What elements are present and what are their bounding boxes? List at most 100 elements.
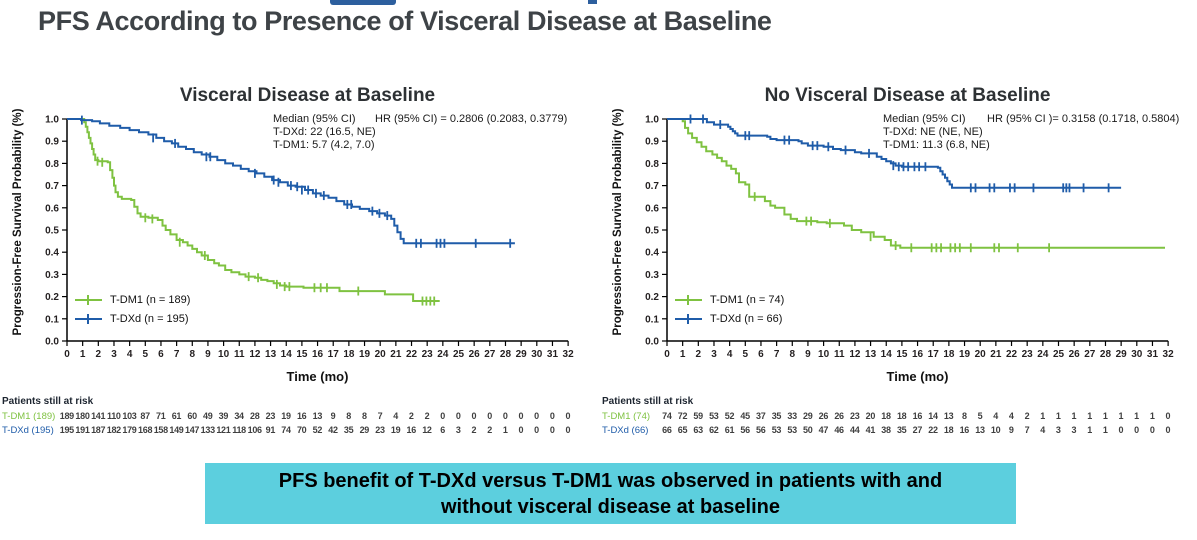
x-axis-label: Time (mo) [286, 369, 349, 384]
at-risk-count: 87 [140, 411, 150, 421]
at-risk-count: 91 [265, 425, 276, 435]
at-risk-count: 1 [1087, 425, 1092, 435]
y-tick-label: 0.4 [645, 248, 659, 259]
x-tick-label: 32 [563, 349, 575, 360]
at-risk-count: 8 [361, 411, 367, 421]
at-risk-count: 52 [724, 411, 735, 421]
median-annotation: Median (95% CI) T-DXd: 22 (16.5, NE) T-D… [273, 113, 376, 152]
x-tick-label: 15 [896, 349, 908, 360]
at-risk-count: 26 [818, 411, 829, 421]
x-tick-label: 7 [174, 349, 180, 360]
at-risk-count: 0 [534, 425, 539, 435]
x-tick-label: 6 [758, 349, 764, 360]
x-tick-label: 9 [205, 349, 211, 360]
tdm1-line-swatch [675, 294, 702, 305]
at-risk-table: Patients still at risk T-DM1 (189) 189 18… [2, 396, 597, 439]
at-risk-count: 1 [1134, 411, 1139, 421]
at-risk-count: 41 [865, 425, 876, 435]
at-risk-count: 46 [834, 425, 844, 435]
at-risk-count: 26 [834, 411, 844, 421]
at-risk-count: 121 [216, 425, 231, 435]
km-curve-t-dxd [667, 118, 1122, 189]
km-plot: 1.00.90.80.70.60.50.40.30.20.10.00 1 2 3 4 5 6… [645, 114, 1174, 360]
x-tick-label: 25 [1053, 349, 1065, 360]
at-risk-count: 14 [928, 411, 938, 421]
hazard-ratio-annotation: HR (95% CI) = 0.2806 (0.2083, 0.3779) [375, 113, 568, 125]
y-tick-label: 0.6 [45, 203, 59, 214]
at-risk-count: 187 [91, 425, 106, 435]
at-risk-count: 29 [359, 425, 370, 435]
at-risk-count: 106 [247, 425, 262, 435]
x-tick-label: 18 [343, 349, 355, 360]
at-risk-count: 7 [377, 411, 383, 421]
at-risk-count: 0 [549, 425, 555, 435]
x-tick-label: 26 [469, 349, 481, 360]
at-risk-count: 61 [171, 411, 182, 421]
at-risk-count: 63 [693, 425, 703, 435]
x-tick-label: 20 [375, 349, 387, 360]
km-plot: 1.00.90.80.70.60.50.40.30.20.10.00 1 2 3 4 5 6… [45, 115, 575, 361]
x-tick-label: 29 [516, 349, 528, 360]
at-risk-count: 110 [106, 411, 121, 421]
at-risk-count: 52 [312, 425, 323, 435]
conclusion-line-2: without visceral disease at baseline [440, 496, 781, 518]
at-risk-count: 16 [912, 411, 923, 421]
at-risk-count: 53 [771, 425, 782, 435]
at-risk-count: 53 [709, 411, 719, 421]
x-tick-label: 7 [774, 349, 780, 360]
at-risk-count: 22 [928, 425, 938, 435]
x-tick-label: 23 [1022, 349, 1034, 360]
at-risk-count: 103 [122, 411, 137, 421]
at-risk-count: 1 [1055, 411, 1061, 421]
x-tick-label: 29 [1116, 349, 1128, 360]
at-risk-count: 0 [1134, 425, 1139, 435]
cropped-text-fragment [588, 0, 597, 4]
at-risk-count: 61 [724, 425, 735, 435]
at-risk-count: 35 [343, 425, 354, 435]
at-risk-count: 1 [1102, 411, 1108, 421]
median-tdxd: T-DXd: 22 (16.5, NE) [273, 126, 376, 138]
at-risk-count: 0 [1165, 411, 1171, 421]
at-risk-count: 27 [912, 425, 923, 435]
x-tick-label: 8 [789, 349, 795, 360]
at-risk-count: 35 [896, 425, 907, 435]
at-risk-count: 0 [565, 425, 571, 435]
hazard-ratio-annotation: HR (95% CI )= 0.3158 (0.1718, 0.5804) [987, 113, 1180, 125]
at-risk-count: 189 [59, 411, 74, 421]
at-risk-count: 133 [200, 425, 215, 435]
at-risk-count: 56 [756, 425, 766, 435]
at-risk-row-tdm1: T-DM1 (74) 74 72 59 53 52 45 37 35 33 29 26 26 23 20 1… [602, 411, 1197, 425]
at-risk-header: Patients still at risk [2, 396, 94, 407]
at-risk-count: 2 [487, 425, 492, 435]
at-risk-count: 0 [1118, 425, 1124, 435]
x-tick-label: 21 [990, 349, 1002, 360]
at-risk-count: 19 [390, 425, 401, 435]
x-tick-label: 11 [234, 349, 245, 360]
legend-item-tdm1: T-DM1 (n = 74) [675, 290, 784, 309]
median-header: Median (95% CI) [883, 113, 966, 125]
at-risk-count: 2 [424, 411, 430, 421]
at-risk-count: 28 [249, 411, 260, 421]
x-tick-label: 4 [727, 349, 733, 360]
x-tick-label: 14 [281, 349, 293, 360]
at-risk-header: Patients still at risk [602, 396, 694, 407]
at-risk-count: 0 [1149, 425, 1155, 435]
at-risk-count: 38 [881, 425, 891, 435]
at-risk-count: 2 [1024, 411, 1030, 421]
at-risk-count: 168 [138, 425, 153, 435]
legend-label: T-DM1 (n = 74) [710, 293, 785, 306]
legend-label: T-DXd (n = 195) [110, 312, 189, 325]
at-risk-count: 16 [406, 425, 417, 435]
x-tick-label: 13 [265, 349, 277, 360]
at-risk-count: 49 [203, 411, 213, 421]
y-tick-label: 0.3 [45, 270, 59, 281]
x-tick-label: 22 [406, 349, 418, 360]
x-tick-label: 19 [359, 349, 371, 360]
at-risk-row-label: T-DM1 (74) [602, 411, 651, 422]
x-tick-label: 12 [849, 349, 861, 360]
x-tick-label: 10 [218, 349, 230, 360]
y-tick-label: 0.3 [645, 270, 659, 281]
at-risk-count: 195 [59, 425, 74, 435]
conclusion-banner: PFS benefit of T-DXd versus T-DM1 was ob… [205, 463, 1016, 524]
